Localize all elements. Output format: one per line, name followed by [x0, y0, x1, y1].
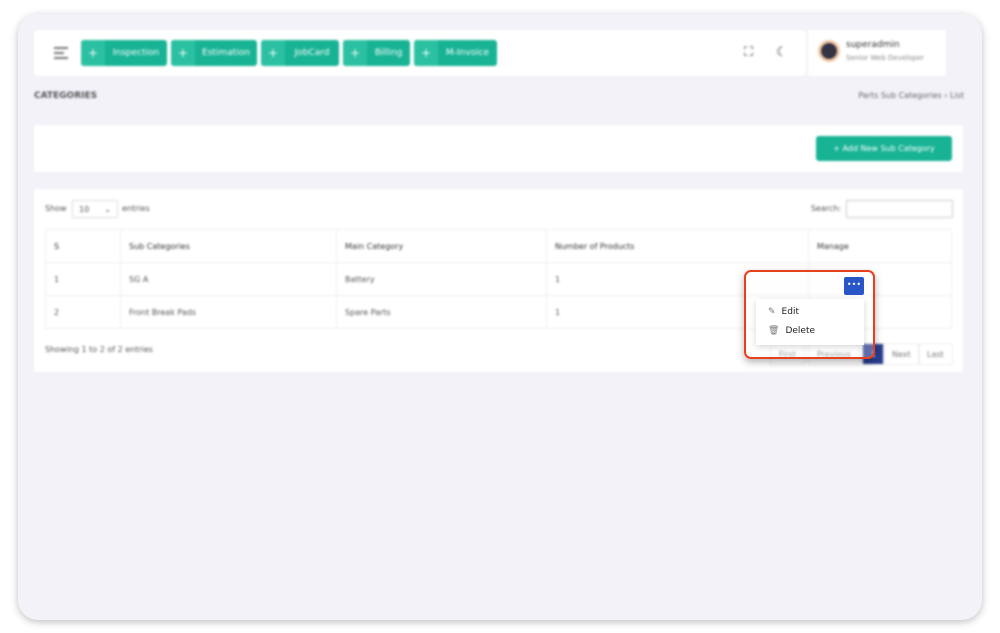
page-title: CATEGORIES	[34, 91, 98, 101]
quick-minvoice-button[interactable]: + M-Invoice	[414, 40, 497, 66]
table-card: Show 10 ⌄ entries Search: S Sub Categorie…	[34, 189, 963, 372]
chevron-down-icon: ⌄	[104, 205, 111, 214]
column-header[interactable]: Number of Products	[546, 229, 809, 263]
edit-menu-item[interactable]: ✎ Edit	[768, 307, 799, 317]
table-info: Showing 1 to 2 of 2 entries	[45, 345, 153, 354]
plus-icon: +	[81, 40, 105, 66]
plus-icon: +	[171, 40, 195, 66]
more-options-button[interactable]: •••	[844, 277, 864, 295]
table-row: 1 SG A Battery 1	[45, 262, 952, 296]
plus-icon: +	[414, 40, 438, 66]
page-first[interactable]: First	[770, 343, 805, 365]
plus-icon: +	[343, 40, 367, 66]
actions-card: + Add New Sub Category	[34, 125, 963, 172]
quick-billing-button[interactable]: + Billing	[343, 40, 410, 66]
page-1[interactable]: 1	[862, 343, 886, 365]
breadcrumb-current: List	[950, 91, 964, 100]
delete-menu-item[interactable]: 🗑 Delete	[768, 326, 816, 336]
quick-jobcard-button[interactable]: + JobCard	[261, 40, 339, 66]
entries-select[interactable]: 10 ⌄	[72, 200, 118, 218]
avatar	[818, 40, 840, 62]
quick-estimation-button[interactable]: + Estimation	[171, 40, 257, 66]
breadcrumb-link[interactable]: Parts Sub Categories	[858, 91, 942, 100]
fullscreen-icon[interactable]: ⛶	[744, 45, 754, 60]
page-next[interactable]: Next	[883, 343, 920, 365]
column-header[interactable]: Main Category	[336, 229, 547, 263]
column-header[interactable]: Sub Categories	[120, 229, 337, 263]
moon-icon[interactable]: ☾	[776, 45, 788, 60]
pencil-icon: ✎	[768, 307, 776, 317]
top-header: + Inspection + Estimation + JobCard + Billin…	[34, 30, 806, 76]
page-previous[interactable]: Previous	[808, 343, 860, 365]
menu-icon[interactable]	[54, 47, 68, 62]
trash-icon: 🗑	[768, 326, 780, 336]
dropdown-menu: ✎ Edit 🗑 Delete	[756, 299, 864, 345]
plus-icon: +	[261, 40, 285, 66]
user-profile[interactable]: superadmin Senior Web Developer	[808, 30, 946, 76]
column-header[interactable]: S	[45, 229, 121, 263]
page-last[interactable]: Last	[918, 343, 953, 365]
add-sub-category-button[interactable]: + Add New Sub Category	[816, 136, 952, 161]
column-header[interactable]: Manage	[808, 229, 952, 263]
search-input[interactable]	[846, 200, 953, 218]
breadcrumb: Parts Sub Categories › List	[858, 91, 964, 100]
quick-inspection-button[interactable]: + Inspection	[81, 40, 167, 66]
